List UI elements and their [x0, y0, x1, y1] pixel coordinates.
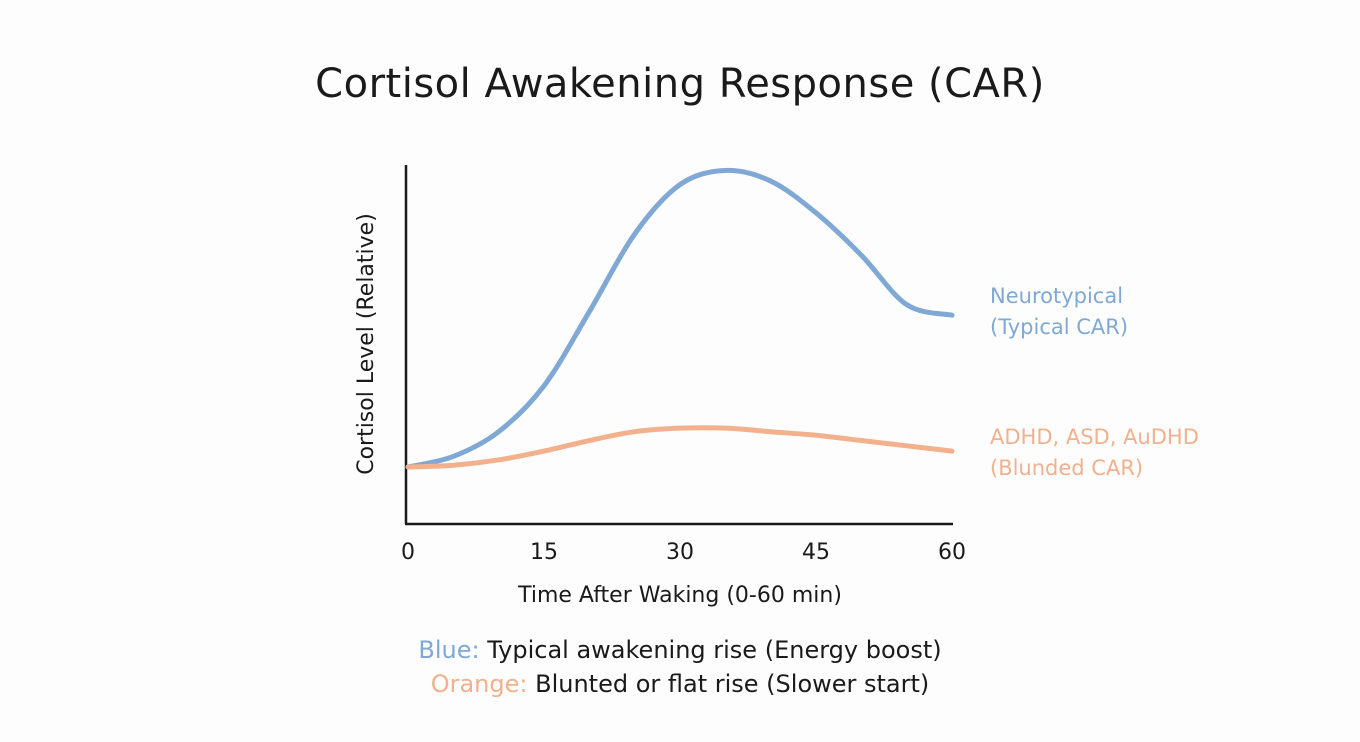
x-axis-label: Time After Waking (0-60 min) [517, 583, 842, 608]
series-labels: Neurotypical (Typical CAR) ADHD, ASD, AuDH… [990, 284, 1199, 480]
axes [404, 165, 953, 526]
caption-blue: Blue: Typical awakening rise (Energy boo… [0, 636, 1360, 664]
caption-orange: Orange: Blunted or flat rise (Slower sta… [0, 670, 1360, 698]
caption-orange-key: Orange: [430, 670, 528, 698]
x-tick-labels: 0 15 30 45 60 [401, 540, 966, 565]
y-axis-label: Cortisol Level (Relative) [354, 213, 379, 475]
series-label-1-line-1: (Blunded CAR) [990, 456, 1143, 480]
series-line-1 [405, 425, 955, 470]
caption-blue-key: Blue: [418, 636, 480, 664]
caption-orange-text: Blunted or flat rise (Slower start) [535, 670, 930, 698]
x-tick-0: 0 [401, 540, 415, 565]
series-label-0-line-0: Neurotypical [990, 284, 1123, 308]
series-label-1-line-0: ADHD, ASD, AuDHD [990, 425, 1199, 449]
series-label-0-line-1: (Typical CAR) [990, 315, 1128, 339]
x-tick-15: 15 [530, 540, 558, 565]
series-line-0 [405, 167, 955, 470]
x-tick-60: 60 [938, 540, 966, 565]
series-lines [405, 167, 955, 470]
x-tick-45: 45 [802, 540, 830, 565]
chart-title: Cortisol Awakening Response (CAR) [315, 61, 1045, 107]
x-tick-30: 30 [666, 540, 694, 565]
caption-blue-text: Typical awakening rise (Energy boost) [487, 636, 942, 664]
